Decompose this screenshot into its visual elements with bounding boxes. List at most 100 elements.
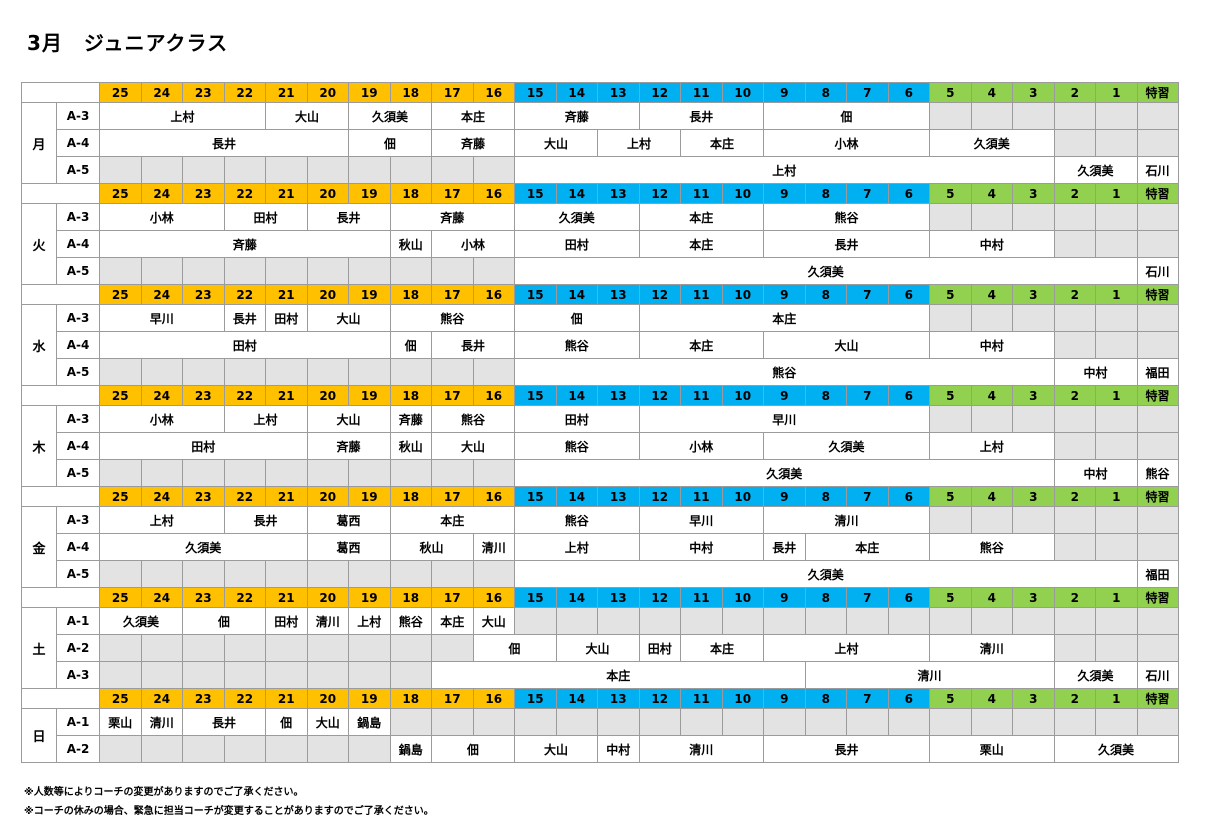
empty-slot <box>1136 634 1179 662</box>
empty-slot <box>1136 533 1179 561</box>
level-label: A-1 <box>56 607 100 635</box>
empty-slot <box>1095 304 1138 332</box>
time-header-row: 25 24 23 22 21 20 19 18 17 16 15 14 13 12 11 10 9 8 7 6 5 4 3 2… <box>21 82 1179 103</box>
empty-slot <box>265 459 308 487</box>
coach-slot: 長井 <box>223 506 308 534</box>
coach-slot: 佃 <box>763 102 930 130</box>
header-number-cell: 15 <box>514 486 557 507</box>
time-header-row: 25 24 23 22 21 20 19 18 17 16 15 14 13 12 11 10 9 8 7 6 5 4 3 2… <box>21 385 1179 406</box>
header-number-cell: 21 <box>265 587 308 608</box>
time-header-row: 25 24 23 22 21 20 19 18 17 16 15 14 13 12 11 10 9 8 7 6 5 4 3 2… <box>21 486 1179 507</box>
empty-slot <box>1012 607 1055 635</box>
coach-slot: 小林 <box>431 230 515 258</box>
header-number-cell: 11 <box>680 82 723 103</box>
schedule-row: A-4 斉藤 秋山 小林 田村 本庄 長井 中村 <box>22 230 1179 258</box>
header-number-cell: 2 <box>1053 688 1096 709</box>
empty-slot <box>1053 230 1096 258</box>
header-number-cell: 4 <box>970 587 1013 608</box>
empty-slot <box>1053 405 1096 433</box>
empty-slot <box>223 735 266 763</box>
level-label: A-3 <box>56 661 100 689</box>
empty-slot <box>1095 129 1138 157</box>
header-number-cell: 22 <box>223 688 266 709</box>
coach-slot: 長井 <box>182 708 266 736</box>
header-number-cell: 3 <box>1012 385 1055 406</box>
coach-slot: 長井 <box>223 304 266 332</box>
empty-slot <box>1136 304 1179 332</box>
header-number-cell: 2 <box>1053 183 1096 204</box>
empty-slot <box>970 102 1013 130</box>
schedule-row: A-5 久須美 石川 <box>22 257 1179 285</box>
header-number-cell: 19 <box>348 587 391 608</box>
day-label: 木 <box>21 405 57 487</box>
coach-slot: 本庄 <box>431 607 474 635</box>
header-number-cell: 9 <box>763 486 806 507</box>
header-number-cell: 2 <box>1053 587 1096 608</box>
empty-slot <box>348 257 391 285</box>
coach-slot: 大山 <box>265 102 349 130</box>
header-number-cell: 20 <box>306 486 349 507</box>
time-header-row: 25 24 23 22 21 20 19 18 17 16 15 14 13 12 11 10 9 8 7 6 5 4 3 2… <box>21 284 1179 305</box>
empty-slot <box>182 560 225 588</box>
header-number-cell: 5 <box>929 284 972 305</box>
header-special-cell: 特習 <box>1136 385 1179 406</box>
coach-slot: 中村 <box>1053 358 1138 386</box>
header-number-cell: 14 <box>555 284 598 305</box>
coach-slot: 本庄 <box>638 304 930 332</box>
coach-slot: 大山 <box>472 607 515 635</box>
header-number-cell: 25 <box>99 284 142 305</box>
header-number-cell: 12 <box>638 688 681 709</box>
level-label: A-5 <box>56 560 100 588</box>
level-label: A-3 <box>56 405 100 433</box>
empty-slot <box>1053 432 1096 460</box>
empty-slot <box>597 708 640 736</box>
header-special-cell: 特習 <box>1136 486 1179 507</box>
coach-slot: 田村 <box>638 634 681 662</box>
header-number-cell: 23 <box>182 688 225 709</box>
empty-slot <box>389 257 432 285</box>
header-number-cell: 11 <box>680 688 723 709</box>
empty-slot <box>472 459 515 487</box>
header-number-cell: 1 <box>1095 688 1138 709</box>
header-number-cell: 8 <box>804 284 847 305</box>
empty-slot <box>1095 506 1138 534</box>
empty-slot <box>182 735 225 763</box>
empty-slot <box>431 459 474 487</box>
empty-slot <box>1053 203 1096 231</box>
empty-slot <box>1012 506 1055 534</box>
header-number-cell: 8 <box>804 486 847 507</box>
empty-slot <box>389 459 432 487</box>
header-number-cell: 3 <box>1012 486 1055 507</box>
header-number-cell: 17 <box>431 284 474 305</box>
coach-slot: 久須美 <box>514 203 640 231</box>
empty-slot <box>1012 708 1055 736</box>
coach-slot: 清川 <box>140 708 183 736</box>
empty-slot <box>1053 102 1096 130</box>
empty-slot <box>223 634 266 662</box>
coach-slot: 大山 <box>763 331 930 359</box>
coach-slot: 鍋島 <box>348 708 391 736</box>
coach-slot: 葛西 <box>306 533 391 561</box>
header-blank <box>21 688 100 709</box>
header-number-cell: 23 <box>182 284 225 305</box>
coach-slot: 熊谷 <box>514 358 1055 386</box>
schedule-row: A-4 田村 斉藤 秋山 大山 熊谷 小林 久須美 上村 <box>22 432 1179 460</box>
coach-slot: 長井 <box>763 533 806 561</box>
coach-slot: 大山 <box>306 405 391 433</box>
empty-slot <box>265 560 308 588</box>
empty-slot <box>970 607 1013 635</box>
empty-slot <box>99 257 142 285</box>
header-number-cell: 23 <box>182 82 225 103</box>
empty-slot <box>1053 634 1096 662</box>
empty-slot <box>1053 607 1096 635</box>
empty-slot <box>182 156 225 184</box>
empty-slot <box>514 607 557 635</box>
header-number-cell: 9 <box>763 82 806 103</box>
empty-slot <box>597 607 640 635</box>
coach-slot: 大山 <box>306 708 349 736</box>
header-blank <box>21 587 100 608</box>
header-number-cell: 9 <box>763 688 806 709</box>
header-number-cell: 5 <box>929 587 972 608</box>
header-number-cell: 14 <box>555 385 598 406</box>
coach-slot: 田村 <box>514 230 640 258</box>
